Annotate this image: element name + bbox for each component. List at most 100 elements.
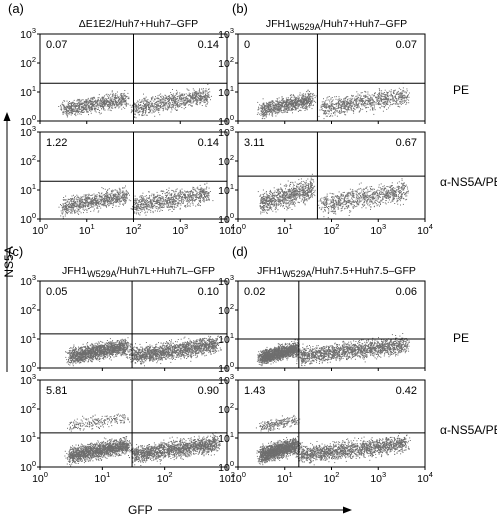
scatter-point	[293, 99, 295, 101]
scatter-point	[402, 87, 404, 89]
scatter-point	[96, 102, 98, 104]
scatter-point	[161, 198, 163, 199]
scatter-point	[306, 96, 308, 98]
scatter-point	[173, 103, 175, 105]
scatter-point	[356, 98, 357, 100]
scatter-point	[203, 92, 205, 94]
scatter-point	[362, 102, 363, 104]
scatter-point	[127, 193, 129, 195]
scatter-point	[64, 213, 66, 215]
scatter-point	[378, 98, 380, 99]
scatter-point	[400, 89, 402, 91]
scatter-point	[65, 113, 67, 115]
scatter-point	[75, 108, 77, 110]
scatter-point	[108, 96, 109, 98]
scatter-point	[79, 113, 81, 115]
scatter-point	[166, 96, 168, 98]
scatter-point	[275, 115, 277, 117]
scatter-point	[151, 98, 153, 99]
scatter-point	[365, 107, 367, 109]
scatter-point	[72, 110, 74, 112]
scatter-point	[93, 105, 95, 107]
scatter-point	[100, 101, 102, 103]
scatter-point	[172, 106, 174, 108]
scatter-point	[402, 95, 404, 96]
scatter-point	[58, 106, 60, 107]
scatter-point	[284, 107, 286, 109]
scatter-point	[122, 96, 124, 98]
scatter-point	[399, 95, 401, 97]
scatter-point	[270, 102, 271, 104]
scatter-point	[144, 104, 146, 106]
scatter-point	[195, 101, 197, 103]
scatter-point	[331, 101, 333, 103]
scatter-point	[73, 198, 75, 200]
scatter-point	[85, 101, 87, 103]
scatter-point	[183, 94, 185, 96]
scatter-point	[72, 105, 74, 107]
scatter-point	[182, 100, 184, 102]
scatter-point	[144, 105, 146, 107]
scatter-point	[175, 98, 177, 100]
scatter-point	[192, 196, 194, 198]
scatter-point	[156, 104, 158, 106]
scatter-point	[118, 104, 120, 106]
scatter-point	[74, 110, 75, 112]
scatter-point	[261, 109, 263, 111]
scatter-point	[107, 189, 109, 191]
scatter-point	[105, 100, 107, 102]
scatter-point	[131, 110, 133, 112]
scatter-point	[100, 102, 102, 104]
scatter-point	[287, 107, 289, 109]
scatter-point	[114, 103, 116, 105]
scatter-point	[186, 88, 188, 90]
scatter-point	[262, 103, 264, 105]
scatter-point	[88, 202, 90, 204]
scatter-point	[264, 109, 266, 111]
scatter-point	[198, 95, 200, 96]
scatter-point	[343, 106, 345, 108]
scatter-point	[107, 100, 109, 102]
scatter-point	[399, 101, 401, 103]
scatter-point	[386, 92, 388, 94]
scatter-point	[122, 194, 124, 196]
scatter-point	[175, 94, 177, 96]
scatter-point	[93, 97, 95, 99]
scatter-point	[371, 105, 373, 107]
scatter-point	[323, 105, 324, 107]
scatter-point	[118, 187, 120, 189]
scatter-point	[335, 105, 337, 107]
scatter-point	[163, 104, 164, 106]
scatter-point	[307, 96, 308, 98]
scatter-point	[372, 103, 373, 105]
scatter-point	[206, 103, 208, 105]
scatter-point	[90, 108, 92, 110]
scatter-point	[265, 114, 267, 116]
scatter-point	[384, 89, 386, 91]
scatter-point	[336, 115, 338, 117]
scatter-point	[402, 100, 404, 102]
scatter-point	[105, 98, 107, 100]
scatter-point	[154, 115, 156, 117]
scatter-point	[96, 100, 98, 101]
scatter-point	[84, 205, 86, 206]
scatter-point	[261, 112, 263, 114]
scatter-point	[380, 92, 382, 94]
scatter-point	[177, 104, 179, 106]
scatter-point	[117, 195, 119, 197]
scatter-point	[176, 96, 178, 98]
scatter-point	[62, 105, 64, 107]
scatter-point	[330, 106, 332, 108]
scatter-point	[301, 105, 303, 107]
scatter-point	[350, 102, 352, 104]
scatter-point	[134, 114, 136, 116]
scatter-point	[305, 106, 307, 108]
scatter-point	[67, 211, 69, 213]
scatter-point	[403, 91, 405, 93]
scatter-point	[147, 103, 149, 105]
scatter-point	[198, 93, 200, 95]
scatter-point	[334, 108, 336, 110]
scatter-point	[271, 114, 273, 116]
scatter-point	[82, 108, 84, 110]
scatter-point	[203, 91, 204, 93]
